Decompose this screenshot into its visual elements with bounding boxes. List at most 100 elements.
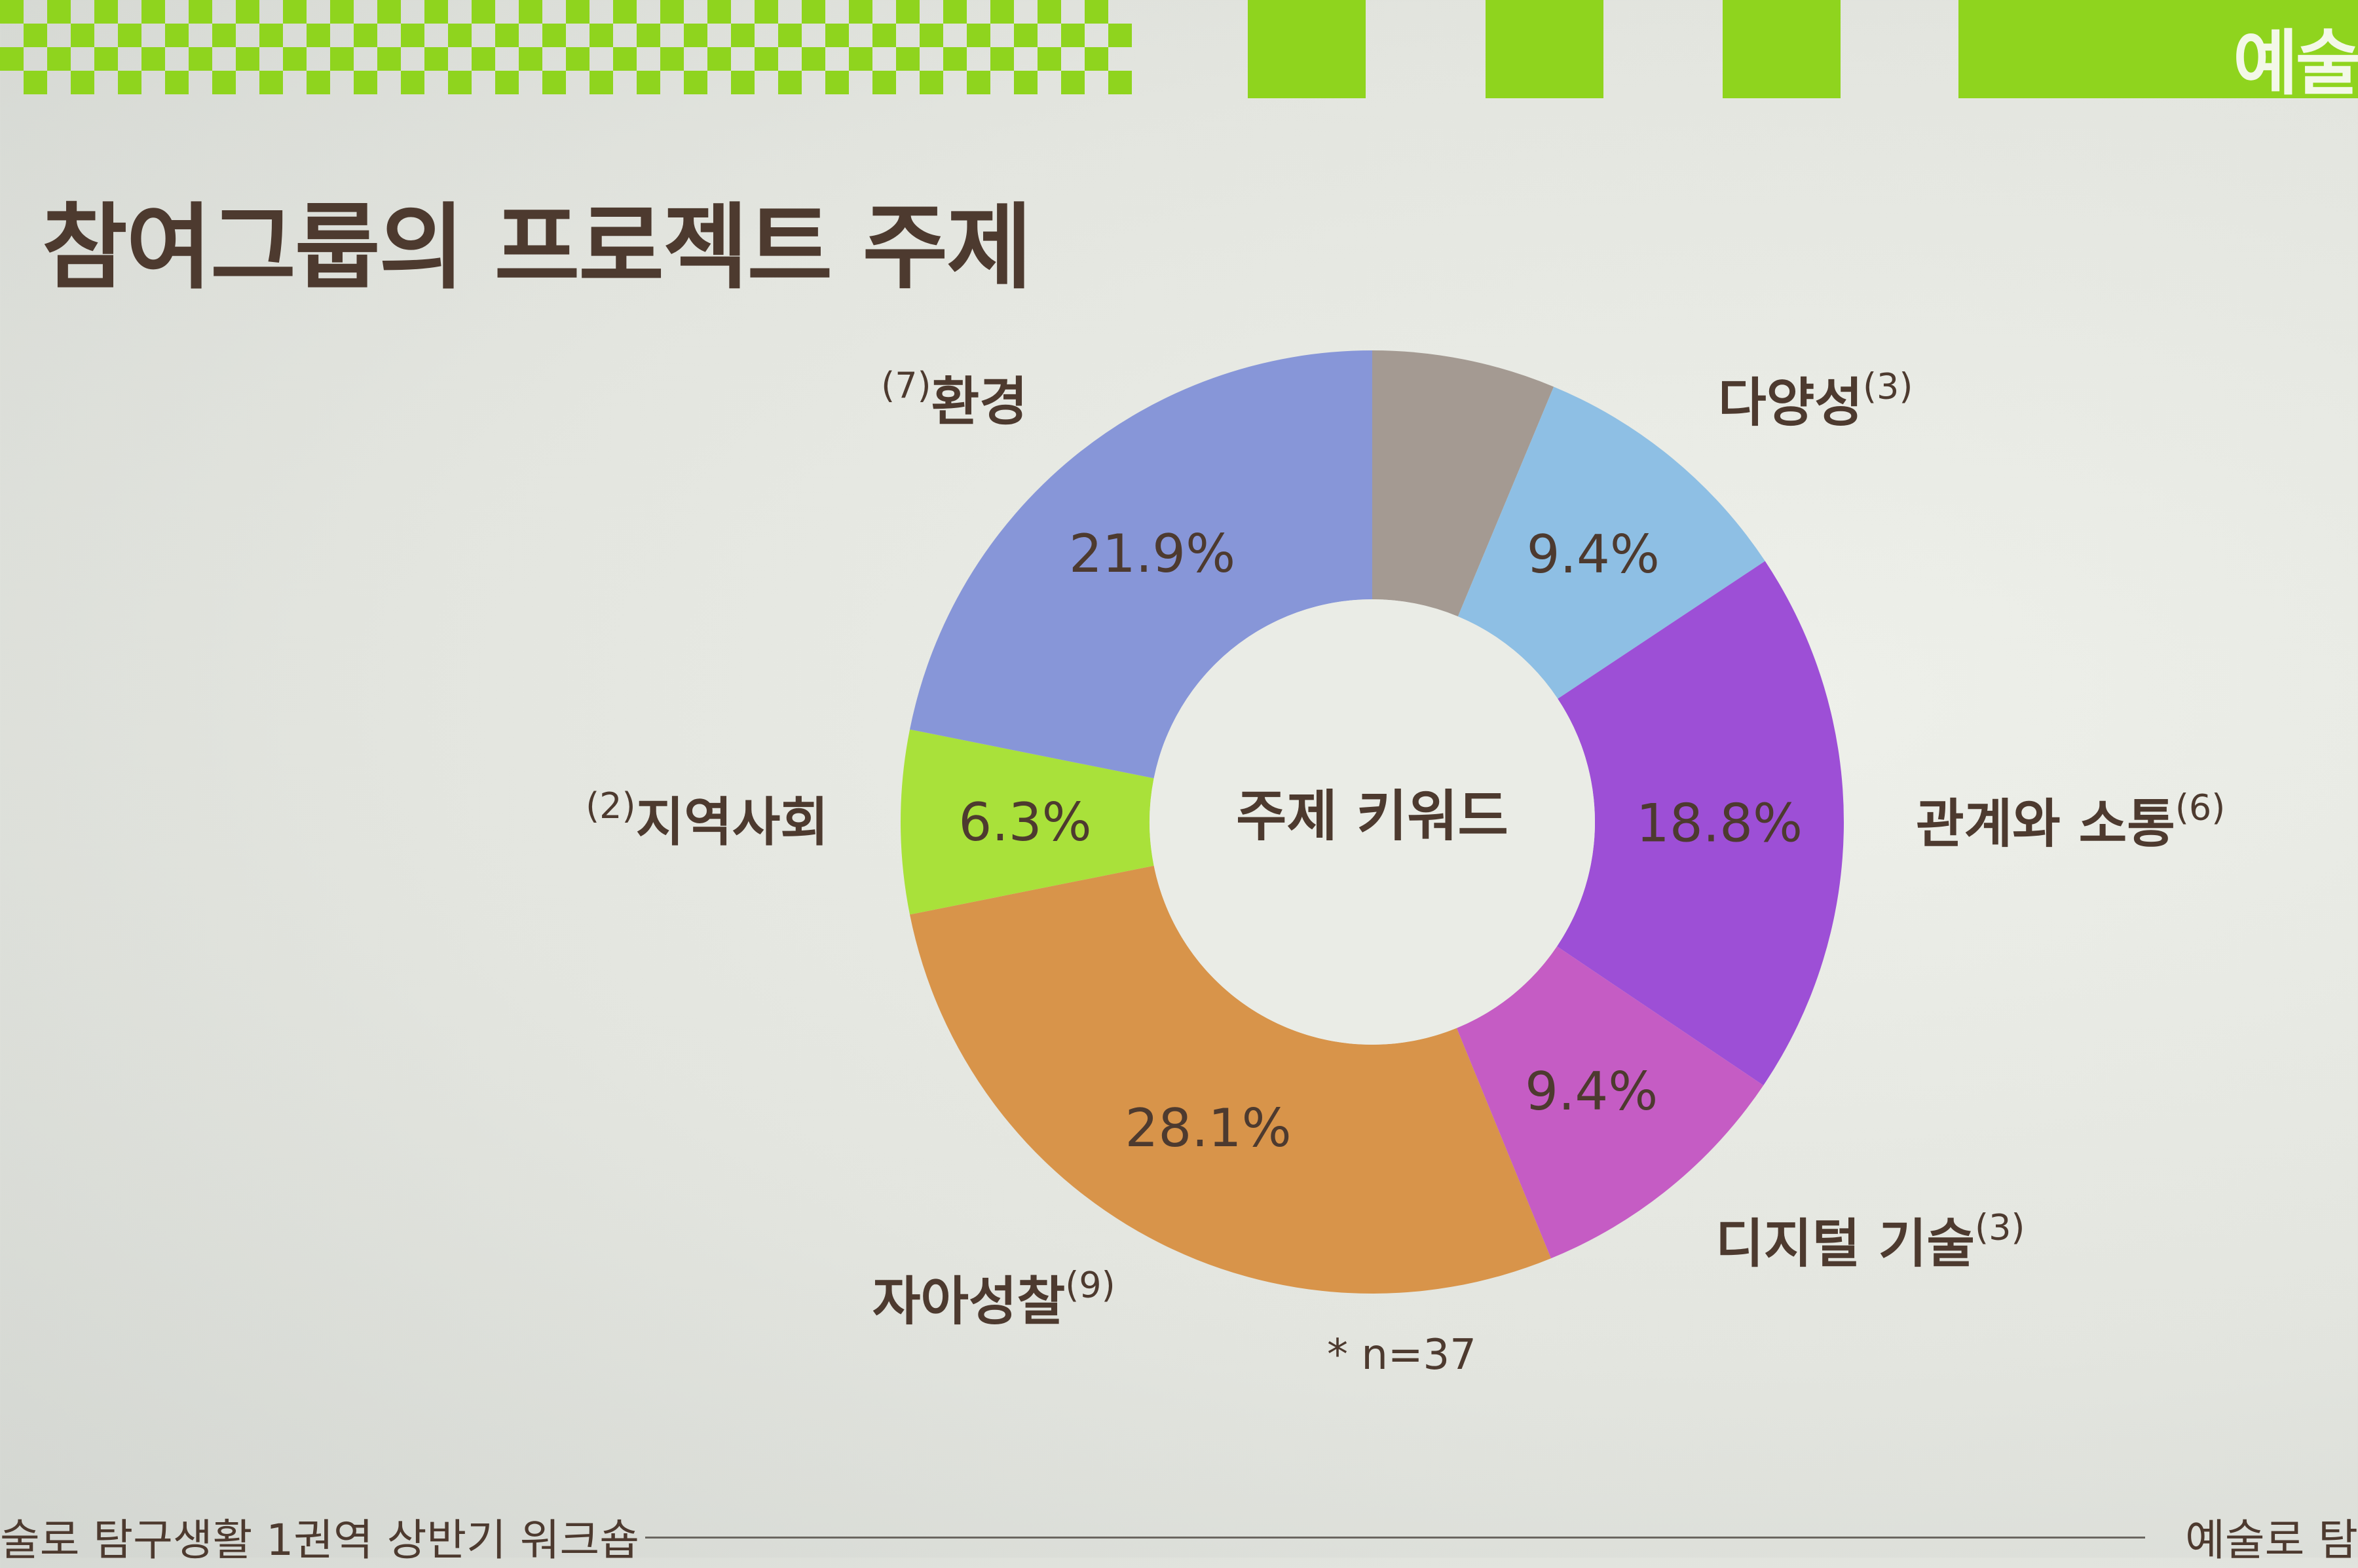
checker-cell [472, 0, 495, 24]
donut-slice [901, 729, 1154, 915]
page-title: 참여그룹의 프로젝트 주제 [42, 194, 1032, 302]
checker-cell [236, 47, 259, 71]
checker-cell [189, 0, 212, 24]
checker-cell [613, 0, 637, 24]
center-label: 주제 키워드 [1236, 784, 1508, 848]
checker-cell [1014, 24, 1038, 47]
checker-cell [849, 0, 872, 24]
checker-cell [613, 47, 637, 71]
checker-cell [424, 0, 448, 24]
checker-cell [283, 47, 307, 71]
slice-category-label: 디지털 기술(3) [1715, 1207, 2025, 1275]
category-count: (3) [1863, 366, 1913, 407]
donut-slice [1372, 350, 1554, 617]
checker-cell [519, 47, 542, 71]
category-name: 디지털 기술 [1715, 1214, 1975, 1275]
checker-cell [943, 47, 967, 71]
checker-cell [472, 47, 495, 71]
checker-cell [1061, 71, 1085, 94]
checker-cell [990, 0, 1014, 24]
checker-cell [1014, 71, 1038, 94]
category-name: 자아성찰 [872, 1271, 1065, 1332]
header-block [1958, 0, 2358, 98]
checker-cell [283, 0, 307, 24]
checker-cell [354, 71, 377, 94]
checker-cell [1085, 0, 1108, 24]
slice-category-label: 다양성(3) [1718, 366, 1913, 434]
slice-percent-label: 21.9% [1069, 523, 1235, 584]
header-decoration [0, 0, 2358, 98]
checker-cell [1108, 71, 1132, 94]
checker-cell [731, 24, 755, 47]
category-count: (6) [2175, 787, 2226, 829]
corner-logo-text: 예술 [2233, 23, 2358, 105]
checker-cell [236, 0, 259, 24]
checker-cell [778, 24, 802, 47]
checker-cell [424, 47, 448, 71]
donut-slice [1557, 561, 1844, 1086]
checker-cell [943, 0, 967, 24]
donut-slice [1457, 386, 1765, 699]
checker-cell [1038, 0, 1061, 24]
checker-cell [1085, 47, 1108, 71]
checker-cell [47, 0, 71, 24]
checker-cell [920, 71, 943, 94]
slice-percent-label: 6.3% [958, 792, 1091, 853]
checker-cell [94, 47, 118, 71]
footer-left-text: 술로 탐구생활 1권역 상반기 워크숍 [0, 1515, 639, 1565]
slice-category-label: 관계와 소통(6) [1916, 787, 2225, 855]
checker-cell [118, 71, 141, 94]
checker-cell [778, 71, 802, 94]
slice-category-label: (2)지역사회 [586, 785, 829, 853]
checker-cell [71, 71, 94, 94]
checker-cell [24, 24, 47, 47]
checker-cell [802, 47, 825, 71]
checker-cell [165, 71, 189, 94]
donut-slice [1456, 946, 1764, 1259]
checker-cell [566, 0, 590, 24]
header-block [1248, 0, 1366, 98]
checker-cell [118, 24, 141, 47]
checker-cell [660, 0, 684, 24]
checker-cell [872, 71, 896, 94]
category-count: (7) [881, 365, 931, 406]
checker-cell [731, 71, 755, 94]
checker-cell [519, 0, 542, 24]
checker-cell [920, 24, 943, 47]
checker-cell [684, 24, 707, 47]
header-block [1723, 0, 1841, 98]
slice-percent-label: 18.8% [1636, 793, 1803, 854]
checker-cell [802, 0, 825, 24]
footer-right-text: 예술로 탐 [2185, 1515, 2358, 1565]
checker-cell [896, 47, 920, 71]
sample-size-note: * n=37 [1327, 1331, 1476, 1379]
checker-cell [330, 47, 354, 71]
checker-cell [0, 0, 24, 24]
checker-cell [707, 0, 731, 24]
checker-cell [566, 47, 590, 71]
slice-percent-label: 9.4% [1525, 1061, 1658, 1122]
checker-cell [590, 24, 613, 47]
category-count: (3) [1975, 1207, 2025, 1248]
checker-cell [495, 24, 519, 47]
checker-cell [1108, 24, 1132, 47]
checker-cell [872, 24, 896, 47]
checker-cell [330, 0, 354, 24]
checker-cell [24, 71, 47, 94]
checker-cell [542, 24, 566, 47]
checker-cell [448, 71, 472, 94]
checker-cell [307, 24, 330, 47]
checker-cell [684, 71, 707, 94]
checker-cell [0, 47, 24, 71]
category-name: 관계와 소통 [1916, 794, 2175, 855]
category-name: 환경 [931, 371, 1028, 432]
checker-cell [825, 24, 849, 47]
slice-category-label: 자아성찰(9) [872, 1264, 1115, 1332]
header-block [1486, 0, 1603, 98]
checker-cell [259, 24, 283, 47]
checker-cell [141, 0, 165, 24]
checker-cell [377, 0, 401, 24]
checker-cell [637, 71, 660, 94]
checker-cell [354, 24, 377, 47]
